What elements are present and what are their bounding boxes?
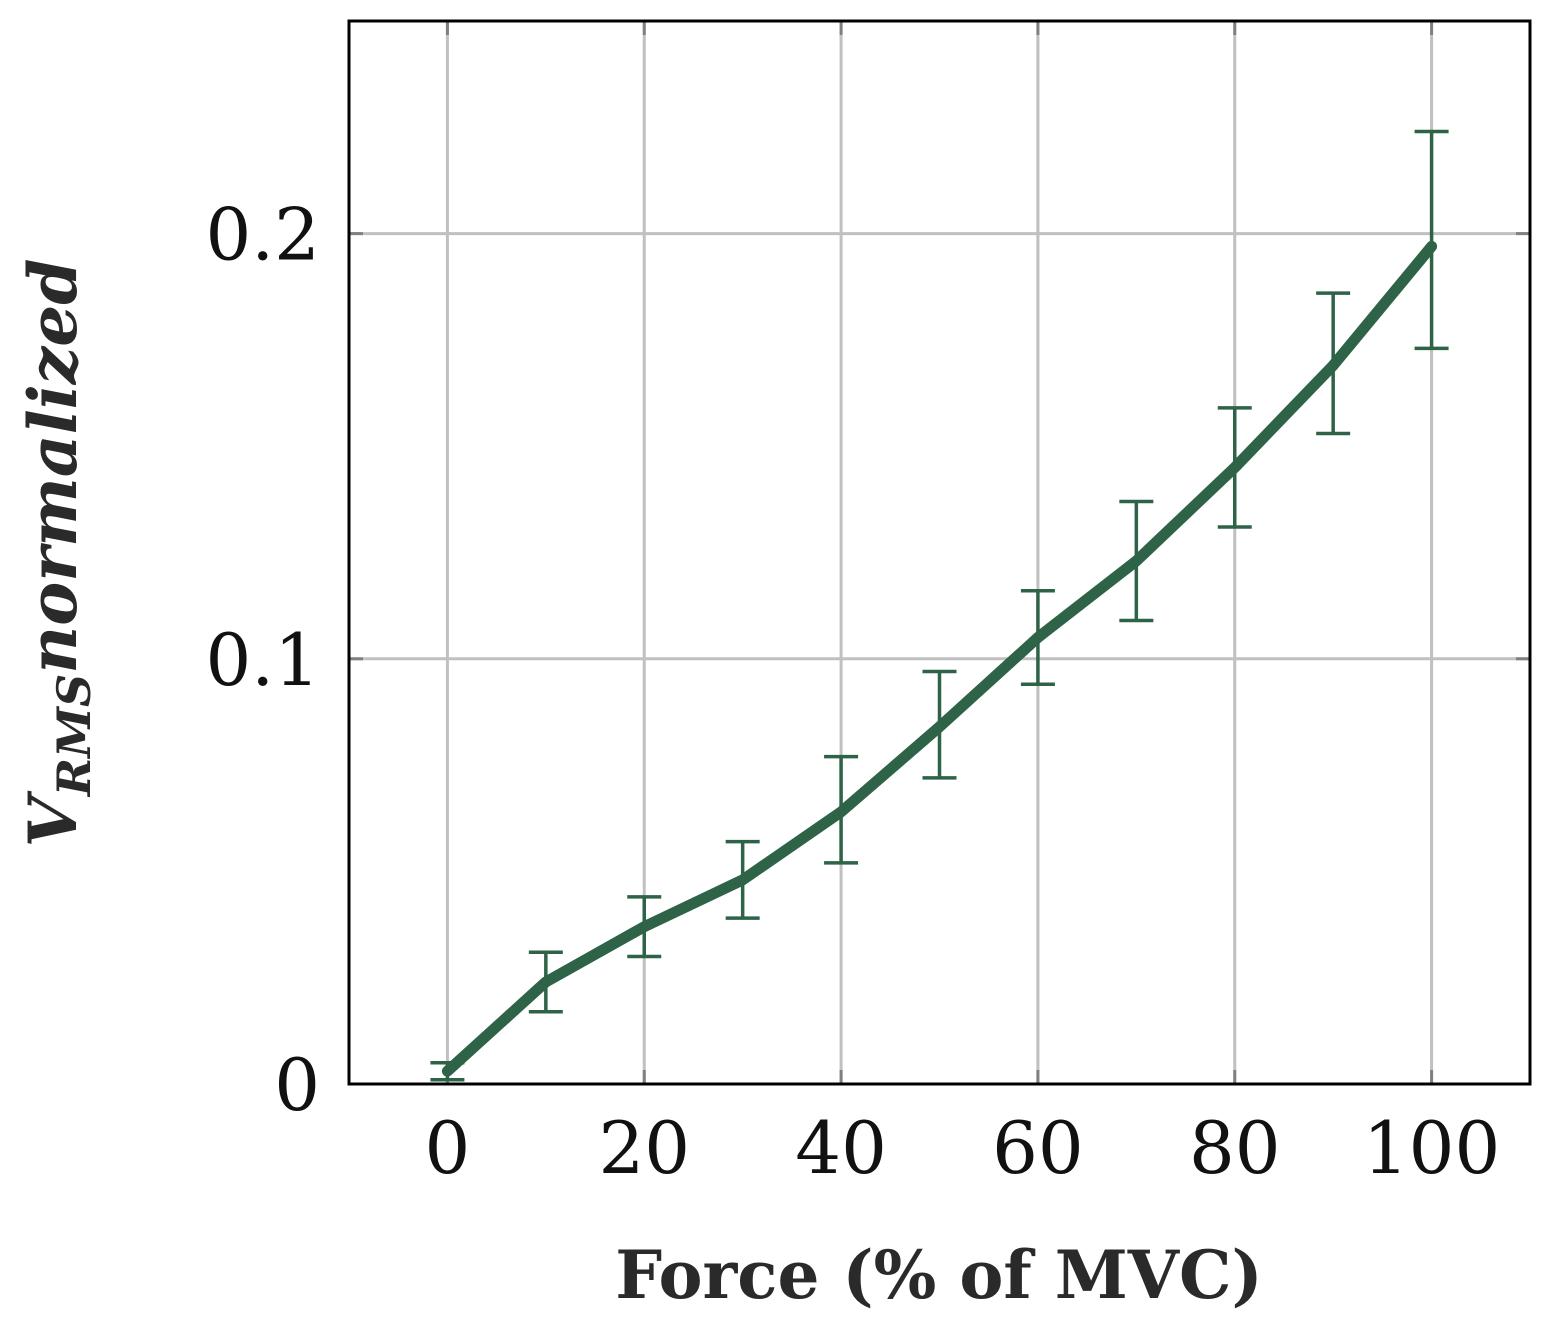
x-tick-label: 60 (992, 1106, 1084, 1190)
y-tick-label: 0 (274, 1043, 320, 1127)
x-tick-labels: 0 20 40 60 80 100 (425, 1106, 1501, 1190)
y-tick-labels: 0 0.1 0.2 (205, 193, 320, 1127)
error-bar (627, 895, 662, 959)
x-tick-label: 40 (795, 1106, 887, 1190)
error-bar (528, 950, 563, 1014)
x-tick-label: 100 (1363, 1106, 1500, 1190)
error-bar (430, 1060, 465, 1082)
error-bar (725, 839, 760, 920)
y-axis-title-rest: normalized (14, 259, 92, 674)
error-bar (1119, 499, 1154, 623)
error-bar (824, 754, 859, 865)
y-axis-title-main: V (14, 790, 92, 847)
axis-ticks (349, 21, 1530, 1084)
y-axis-title-subscript: RMS (47, 674, 101, 798)
y-axis-title: VRMSnormalized (14, 259, 101, 848)
grid (349, 21, 1530, 1084)
x-tick-label: 0 (425, 1106, 471, 1190)
y-tick-label: 0.2 (205, 193, 320, 277)
x-axis-title: Force (% of MVC) (615, 1236, 1263, 1314)
data-series (430, 129, 1449, 1082)
error-bar (1020, 589, 1055, 687)
x-tick-label: 20 (598, 1106, 690, 1190)
error-bar (922, 669, 957, 780)
x-tick-label: 80 (1189, 1106, 1281, 1190)
error-bar (1414, 129, 1449, 351)
error-bar (1217, 406, 1252, 529)
error-bar (1316, 291, 1351, 436)
plot-frame (347, 19, 1532, 1086)
y-tick-label: 0.1 (205, 618, 320, 702)
